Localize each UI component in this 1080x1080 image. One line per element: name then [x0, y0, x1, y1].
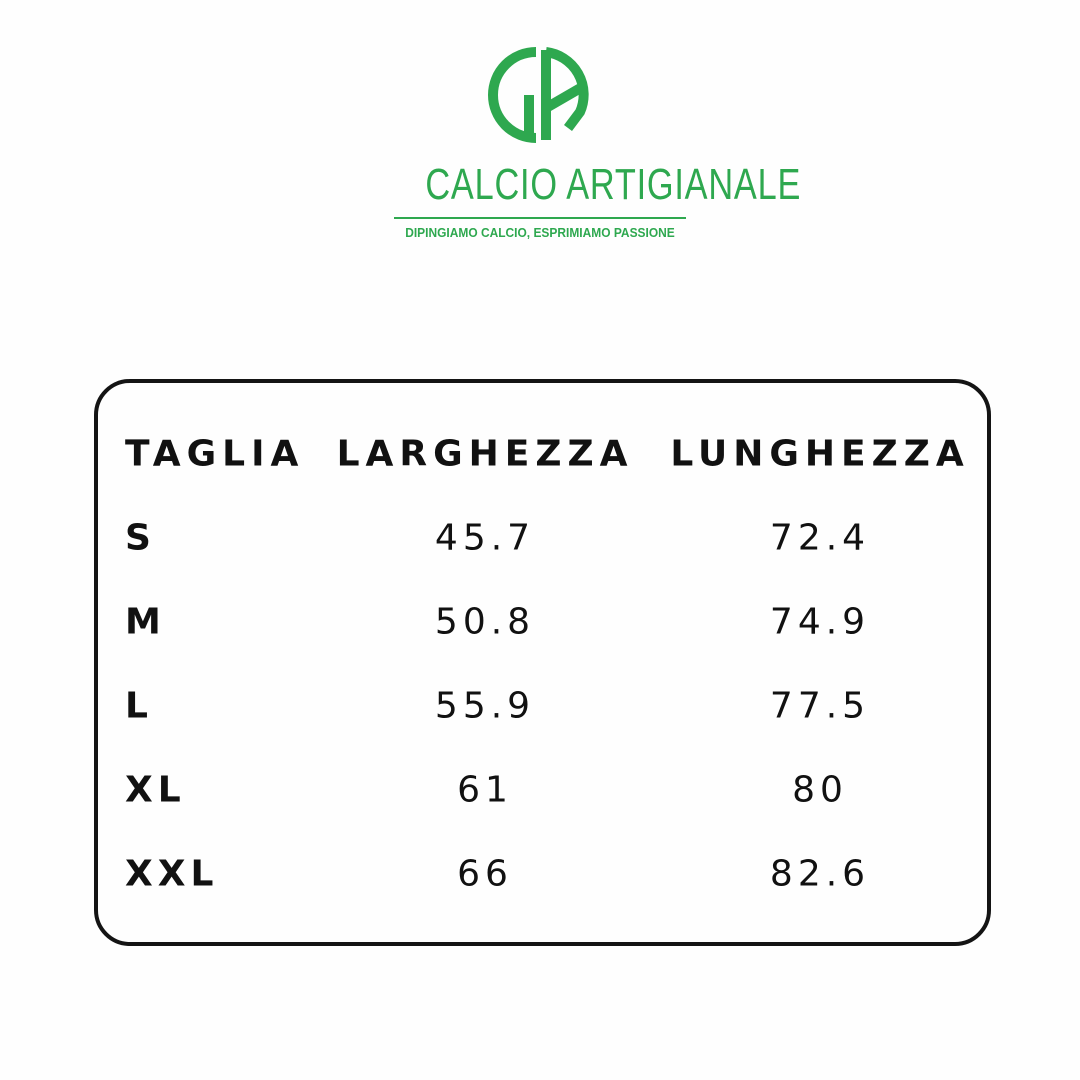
brand-tagline: DIPINGIAMO CALCIO, ESPRIMIAMO PASSIONE — [405, 225, 675, 240]
table-cell-width: 66 — [457, 853, 513, 895]
table-cell-length: 77.5 — [769, 685, 871, 727]
header-lunghezza: LUNGHEZZA — [670, 433, 970, 475]
table-cell-size: XXL — [125, 853, 219, 895]
brand-divider — [394, 217, 686, 219]
table-cell-length: 72.4 — [769, 517, 871, 559]
table-cell-length: 82.6 — [769, 853, 871, 895]
table-cell-width: 50.8 — [434, 601, 536, 643]
table-cell-length: 80 — [792, 769, 848, 811]
header-larghezza: LARGHEZZA — [336, 433, 634, 475]
table-cell-size: L — [125, 685, 153, 727]
table-cell-length: 74.9 — [769, 601, 871, 643]
table-cell-size: S — [125, 517, 156, 559]
table-cell-width: 45.7 — [434, 517, 536, 559]
table-cell-width: 61 — [457, 769, 513, 811]
table-cell-size: M — [125, 601, 166, 643]
table-cell-size: XL — [125, 769, 186, 811]
brand-logo-monogram — [488, 47, 589, 143]
size-chart-table — [94, 379, 991, 946]
header-taglia: TAGLIA — [125, 433, 305, 475]
table-cell-width: 55.9 — [434, 685, 536, 727]
brand-name: CALCIO ARTIGIANALE — [425, 160, 802, 209]
